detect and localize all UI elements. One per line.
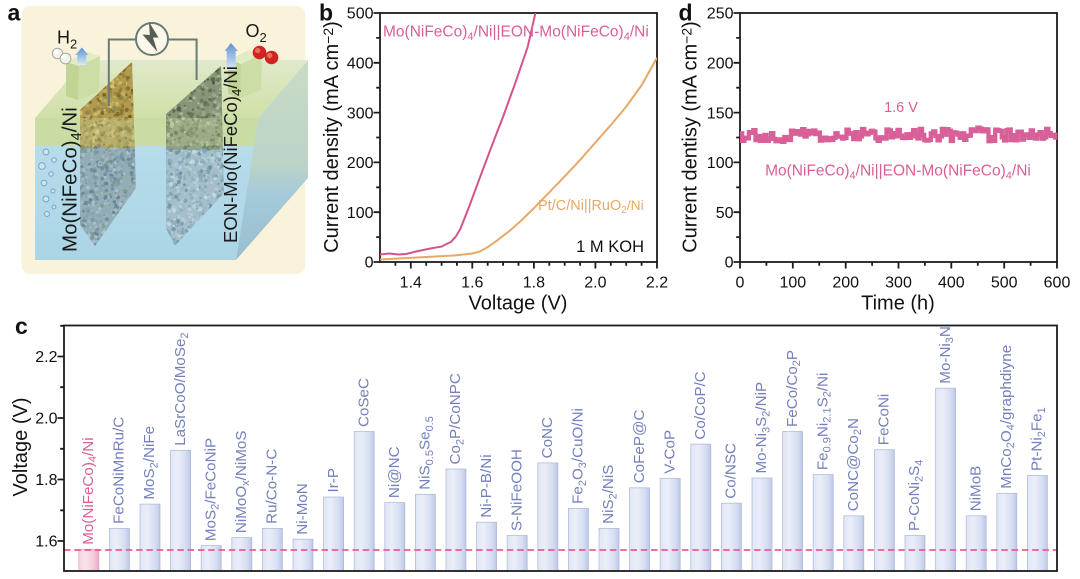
svg-text:CoNC: CoNC: [539, 417, 556, 458]
svg-text:1.6: 1.6: [35, 534, 57, 551]
svg-text:1.4: 1.4: [400, 275, 422, 292]
svg-text:400: 400: [938, 275, 965, 292]
svg-text:Mo-Ni3​N: Mo-Ni3​N: [937, 326, 956, 384]
svg-text:250: 250: [707, 6, 734, 23]
svg-text:NiMoB: NiMoB: [967, 466, 984, 512]
svg-text:Time (h): Time (h): [861, 293, 935, 315]
svg-text:Ir-P: Ir-P: [325, 468, 342, 492]
svg-text:FeCo/Co2​P: FeCo/Co2​P: [784, 350, 803, 427]
svg-text:300: 300: [347, 105, 374, 122]
svg-text:NiMoOx​/NiMoS: NiMoOx​/NiMoS: [233, 431, 252, 534]
svg-text:Mo(NiFeCo)4/Ni: Mo(NiFeCo)4/Ni: [59, 107, 86, 252]
svg-text:2.0: 2.0: [35, 411, 57, 428]
svg-text:100: 100: [347, 205, 374, 222]
svg-text:a: a: [8, 0, 21, 26]
svg-text:0: 0: [725, 255, 734, 272]
svg-text:1.8: 1.8: [35, 472, 57, 489]
svg-text:Co2​P/CoNPC: Co2​P/CoNPC: [447, 373, 466, 464]
svg-text:Ni-MoN: Ni-MoN: [294, 483, 311, 534]
svg-text:Voltage (V): Voltage (V): [10, 398, 32, 497]
svg-text:MnCo2​O4​/graphdiyne: MnCo2​O4​/graphdiyne: [998, 345, 1017, 489]
svg-text:S-NiFeOOH: S-NiFeOOH: [508, 449, 525, 531]
svg-text:1.6: 1.6: [461, 275, 483, 292]
svg-text:1 M KOH: 1 M KOH: [576, 238, 644, 256]
svg-text:2.2: 2.2: [35, 349, 57, 366]
svg-text:500: 500: [991, 275, 1018, 292]
svg-text:0: 0: [736, 275, 745, 292]
svg-text:NiS2​/NiS: NiS2​/NiS: [600, 465, 619, 524]
svg-text:2.2: 2.2: [646, 275, 668, 292]
svg-text:Mo-Ni3​S2​/NiP: Mo-Ni3​S2​/NiP: [753, 382, 772, 474]
svg-text:200: 200: [347, 155, 374, 172]
svg-text:Mo(NiFeCo)4​/Ni: Mo(NiFeCo)4​/Ni: [80, 437, 99, 544]
svg-text:CoSeC: CoSeC: [355, 378, 372, 427]
svg-text:300: 300: [885, 275, 912, 292]
svg-text:2.0: 2.0: [584, 275, 606, 292]
svg-text:1.8: 1.8: [523, 275, 545, 292]
svg-text:100: 100: [779, 275, 806, 292]
svg-text:150: 150: [707, 105, 734, 122]
svg-text:Ni-P-B/Ni: Ni-P-B/Ni: [478, 454, 495, 517]
svg-text:400: 400: [347, 56, 374, 73]
svg-text:Ru/Co-N-C: Ru/Co-N-C: [264, 449, 281, 524]
svg-text:Co/CoP/C: Co/CoP/C: [692, 371, 709, 439]
svg-text:Mo(NiFeCo)4/Ni||EON-Mo(NiFeCo): Mo(NiFeCo)4/Ni||EON-Mo(NiFeCo)4/Ni: [765, 163, 1031, 182]
svg-text:100: 100: [707, 155, 734, 172]
svg-text:b: b: [319, 0, 333, 26]
svg-text:Current density (mA cm−2): Current density (mA cm−2): [320, 21, 343, 253]
svg-text:Pt-Ni2​Fe1​: Pt-Ni2​Fe1​: [1029, 407, 1048, 471]
svg-text:c: c: [15, 313, 28, 339]
svg-text:V-CoP: V-CoP: [661, 430, 678, 474]
svg-text:Voltage (V): Voltage (V): [469, 293, 568, 315]
svg-text:Co/NSC: Co/NSC: [723, 443, 740, 499]
svg-text:600: 600: [1044, 275, 1071, 292]
svg-text:MoS2​/FeCoNiP: MoS2​/FeCoNiP: [202, 438, 221, 541]
svg-text:Fe2​O3​/CuO/Ni: Fe2​O3​/CuO/Ni: [570, 408, 589, 504]
svg-text:200: 200: [832, 275, 859, 292]
svg-text:1.6 V: 1.6 V: [884, 100, 918, 116]
svg-text:Current dentisy (mA cm−2): Current dentisy (mA cm−2): [679, 21, 702, 253]
svg-text:Ni@NC: Ni@NC: [386, 446, 403, 498]
svg-text:50: 50: [716, 205, 734, 222]
svg-text:Mo(NiFeCo)4/Ni||EON-Mo(NiFeCo): Mo(NiFeCo)4/Ni||EON-Mo(NiFeCo)4/Ni: [383, 24, 649, 43]
svg-text:500: 500: [347, 6, 374, 23]
svg-text:CoFeP@C: CoFeP@C: [631, 410, 648, 484]
svg-text:FeCoNi: FeCoNi: [876, 394, 893, 445]
svg-text:FeCoNiMnRu/C: FeCoNiMnRu/C: [111, 417, 128, 524]
svg-text:Pt/C/Ni||RuO2/Ni: Pt/C/Ni||RuO2/Ni: [538, 198, 644, 216]
svg-text:LaSrCoO/MoSe2​: LaSrCoO/MoSe2​: [172, 332, 191, 445]
svg-text:CoNC@Co2​N: CoNC@Co2​N: [845, 418, 864, 511]
svg-text:MoS2​/NiFe: MoS2​/NiFe: [141, 426, 160, 500]
svg-text:0: 0: [365, 255, 374, 272]
svg-text:P-CoNi2​S4​: P-CoNi2​S4​: [906, 460, 925, 531]
svg-text:NiS0.5​Se0.5​: NiS0.5​Se0.5​: [417, 416, 436, 490]
svg-text:200: 200: [707, 56, 734, 73]
svg-text:d: d: [679, 0, 693, 26]
